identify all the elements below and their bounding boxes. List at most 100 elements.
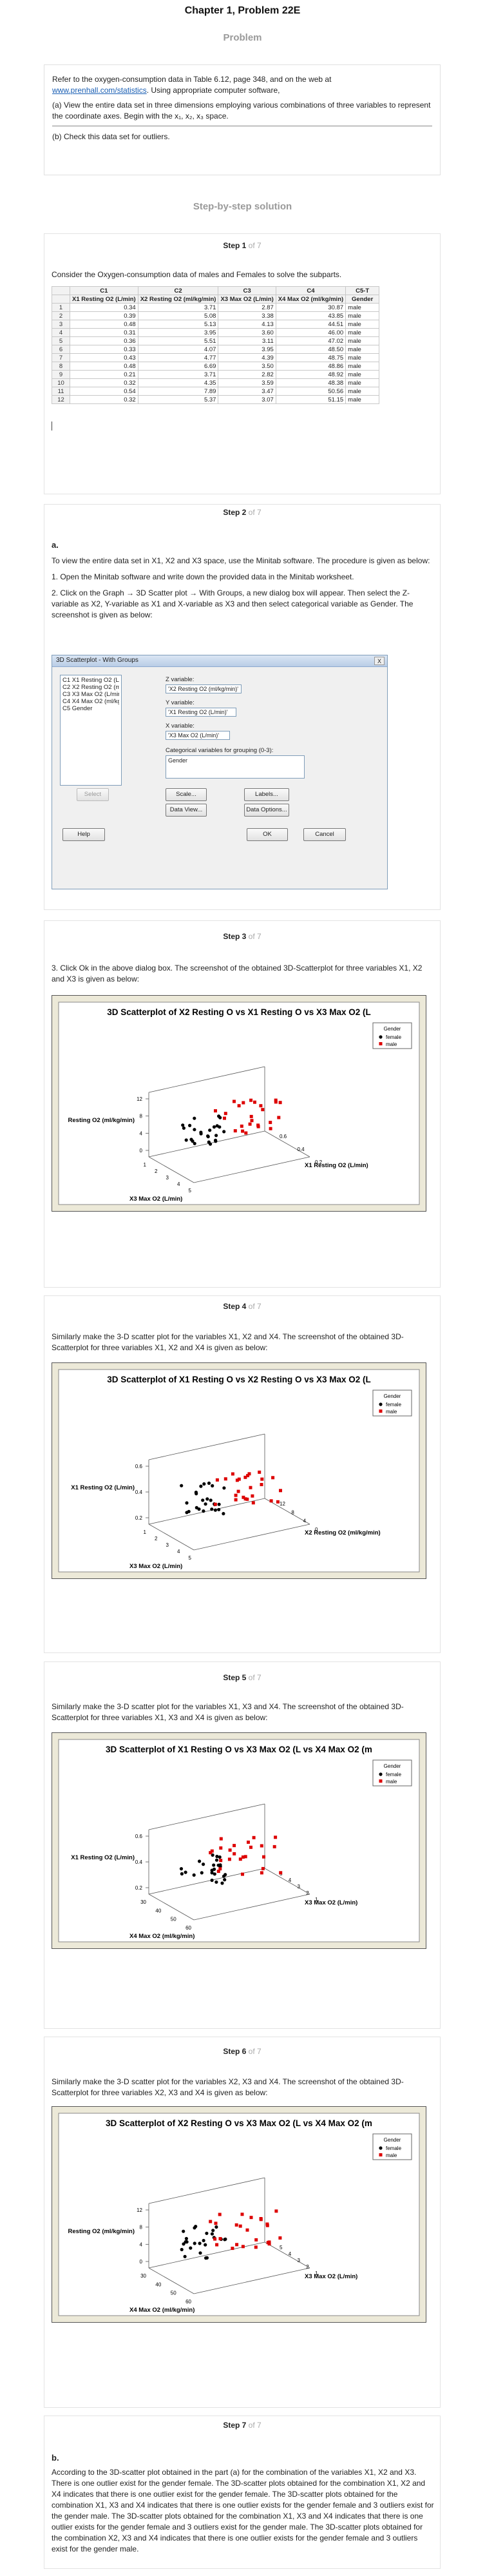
data-point-female <box>218 1125 222 1129</box>
data-point-male <box>235 2243 239 2247</box>
data-point-male <box>250 1119 254 1123</box>
data-options-button[interactable]: Data Options... <box>244 804 289 817</box>
tick-label: 0.6 <box>135 1834 143 1839</box>
problem-link[interactable]: www.prenhall.com/statistics <box>52 86 147 95</box>
table-cell: male <box>345 336 380 345</box>
data-point-female <box>223 2237 227 2241</box>
tick-label: 2 <box>155 1536 158 1542</box>
data-point-male <box>219 1846 223 1850</box>
data-point-female <box>211 1484 214 1487</box>
data-point-male <box>223 1116 226 1120</box>
labels-button[interactable]: Labels... <box>244 788 289 801</box>
data-point-female <box>189 2246 193 2250</box>
data-point-female <box>180 1872 184 1876</box>
tick-label: 8 <box>140 2225 143 2231</box>
step-7-card <box>44 2416 441 2569</box>
variable-list-item[interactable]: C5 Gender <box>62 705 93 712</box>
table-cell: male <box>345 311 380 320</box>
data-point-male <box>241 1855 245 1859</box>
step-3-header: Step 3 of 7 <box>223 932 262 941</box>
categorical-field[interactable]: Gender <box>166 755 305 779</box>
variable-list-item[interactable]: C1 X1 Resting O2 (L/min) <box>62 677 119 684</box>
variable-list-item[interactable]: C3 X3 Max O2 (L/min) <box>62 691 119 698</box>
data-point-female <box>210 1507 214 1511</box>
right-axis-label: X2 Resting O2 (ml/kg/min) <box>305 1529 381 1536</box>
data-point-male <box>238 2224 242 2228</box>
data-point-female <box>212 1863 216 1867</box>
step-6-text: Similarly make the 3-D scatter plot for … <box>52 2077 404 2097</box>
data-point-male <box>279 1871 283 1875</box>
tick-label: 4 <box>289 2251 292 2257</box>
data-point-male <box>262 1855 265 1859</box>
table-cell: 50.56 <box>275 387 347 396</box>
data-point-male <box>269 1127 272 1130</box>
right-axis-label: X3 Max O2 (L/min) <box>305 2273 357 2280</box>
data-point-female <box>179 1867 184 1871</box>
tick-label: 0.2 <box>315 1159 323 1165</box>
right-axis-label: X3 Max O2 (L/min) <box>305 1899 357 1906</box>
tick-label: 1 <box>315 1897 318 1903</box>
table-cell: 4.39 <box>218 353 276 362</box>
data-point-female <box>214 1858 219 1862</box>
legend-marker-female <box>379 1772 383 1776</box>
table-cell: 2.82 <box>218 370 276 379</box>
data-point-female <box>199 1484 203 1488</box>
data-point-female <box>210 1871 214 1875</box>
data-point-female <box>218 1116 222 1119</box>
data-point-female <box>217 1502 221 1506</box>
table-cell: 4.07 <box>137 345 219 354</box>
data-point-male <box>258 1470 262 1474</box>
table-cell: 5.08 <box>137 311 219 320</box>
row-number <box>52 295 70 304</box>
table-cell: 4.35 <box>137 378 219 387</box>
tick-label: 4 <box>177 1549 180 1554</box>
table-cell: 48.86 <box>275 362 347 371</box>
tick-label: 60 <box>185 1925 191 1931</box>
tick-label: 0.2 <box>135 1515 143 1521</box>
row-number: 3 <box>52 320 70 329</box>
data-view-button[interactable]: Data View... <box>166 804 207 817</box>
data-point-male <box>243 1497 247 1501</box>
bottom-axis-label: X4 Max O2 (ml/kg/min) <box>129 2307 195 2314</box>
data-point-female <box>200 1871 204 1875</box>
variable-list-item[interactable]: C4 X4 Max O2 (ml/kg/min) <box>62 698 119 705</box>
select-button[interactable]: Select <box>77 788 109 801</box>
data-point-male <box>231 2247 234 2251</box>
data-point-female <box>218 1855 222 1859</box>
data-point-male <box>274 1835 278 1839</box>
variable-list-item[interactable]: C2 X2 Resting O2 (ml/kg <box>62 684 119 691</box>
data-point-male <box>218 1867 222 1871</box>
data-point-male <box>215 2243 219 2247</box>
dialog-title: 3D Scatterplot - With Groups <box>52 655 387 667</box>
data-point-male <box>218 2213 222 2216</box>
ok-button[interactable]: OK <box>247 828 288 841</box>
part-a-label: a. <box>52 540 59 550</box>
data-point-male <box>209 2220 213 2223</box>
tick-label: 0 <box>315 1527 318 1533</box>
data-point-female <box>220 1881 224 1885</box>
x-variable-field[interactable]: 'X3 Max O2 (L/min)' <box>166 731 230 740</box>
tick-label: 3 <box>298 1884 301 1890</box>
tick-label: 2 <box>306 1890 309 1896</box>
tick-label: 40 <box>155 2281 161 2287</box>
data-point-female <box>182 2242 185 2246</box>
data-point-female <box>183 2254 187 2258</box>
help-button[interactable]: Help <box>62 828 105 841</box>
tick-label: 4 <box>140 1130 143 1136</box>
z-variable-field[interactable]: 'X2 Resting O2 (ml/kg/min)' <box>166 684 242 693</box>
y-variable-field[interactable]: 'X1 Resting O2 (L/min)' <box>166 708 236 717</box>
table-cell: 48.50 <box>275 345 347 354</box>
right-axis-label: X1 Resting O2 (L/min) <box>305 1162 368 1169</box>
scale-button[interactable]: Scale... <box>166 788 207 801</box>
table-cell: 0.48 <box>70 320 138 329</box>
data-point-male <box>241 1872 244 1876</box>
cancel-button[interactable]: Cancel <box>303 828 346 841</box>
variable-list[interactable]: C1 X1 Resting O2 (L/min)C2 X2 Resting O2… <box>60 675 122 786</box>
data-point-male <box>227 1857 231 1861</box>
row-number: 9 <box>52 370 70 379</box>
data-point-female <box>222 1874 226 1878</box>
table-cell: 3.95 <box>218 345 276 354</box>
data-point-female <box>204 2243 207 2247</box>
close-icon[interactable]: X <box>374 657 385 665</box>
table-cell: 0.31 <box>70 328 138 337</box>
